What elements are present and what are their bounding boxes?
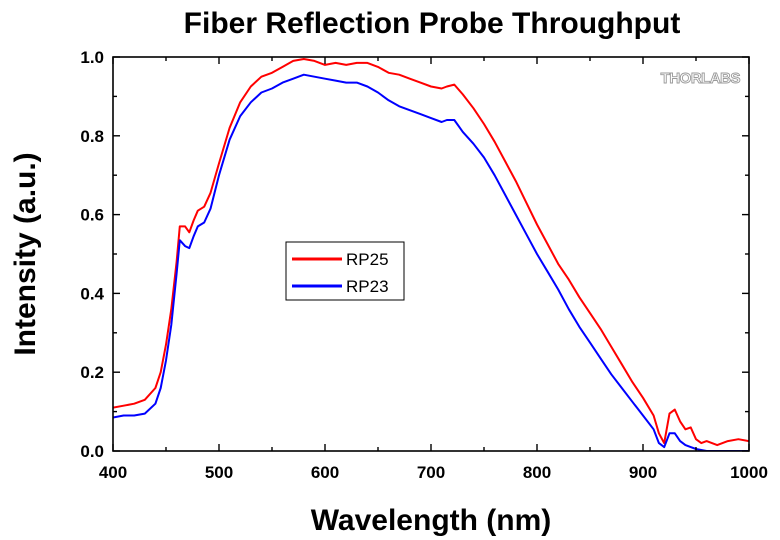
x-tick-label: 1000 (730, 463, 768, 482)
y-tick-label: 0.6 (80, 206, 104, 225)
y-tick-label: 0.2 (80, 363, 104, 382)
y-tick-label: 1.0 (80, 48, 104, 67)
series-layer (113, 58, 749, 451)
x-axis-title: Wavelength (nm) (311, 504, 552, 537)
legend: RP25 RP23 (285, 241, 405, 301)
series-line-rp23 (113, 73, 749, 451)
chart-title: Fiber Reflection Probe Throughput (184, 7, 681, 40)
legend-box (285, 241, 405, 301)
x-tick-label: 900 (629, 463, 657, 482)
thorlabs-watermark: THORLABS (661, 70, 741, 87)
plot-frame (112, 56, 750, 452)
ticks-layer: 400 500 600 700 800 900 1000 0.0 0.2 0.4 0.6 0.8 1.0 (80, 48, 768, 482)
x-tick-label: 700 (417, 463, 445, 482)
y-axis-title: Intensity (a.u.) (9, 152, 42, 355)
legend-label-rp25: RP25 (346, 250, 389, 269)
series-line-rp25 (113, 58, 749, 447)
x-tick-label: 800 (523, 463, 551, 482)
y-tick-label: 0.0 (80, 442, 104, 461)
y-tick-label: 0.8 (80, 127, 104, 146)
x-tick-label: 600 (311, 463, 339, 482)
x-tick-label: 400 (99, 463, 127, 482)
y-tick-label: 0.4 (80, 284, 104, 303)
x-tick-label: 500 (205, 463, 233, 482)
legend-label-rp23: RP23 (346, 277, 389, 296)
